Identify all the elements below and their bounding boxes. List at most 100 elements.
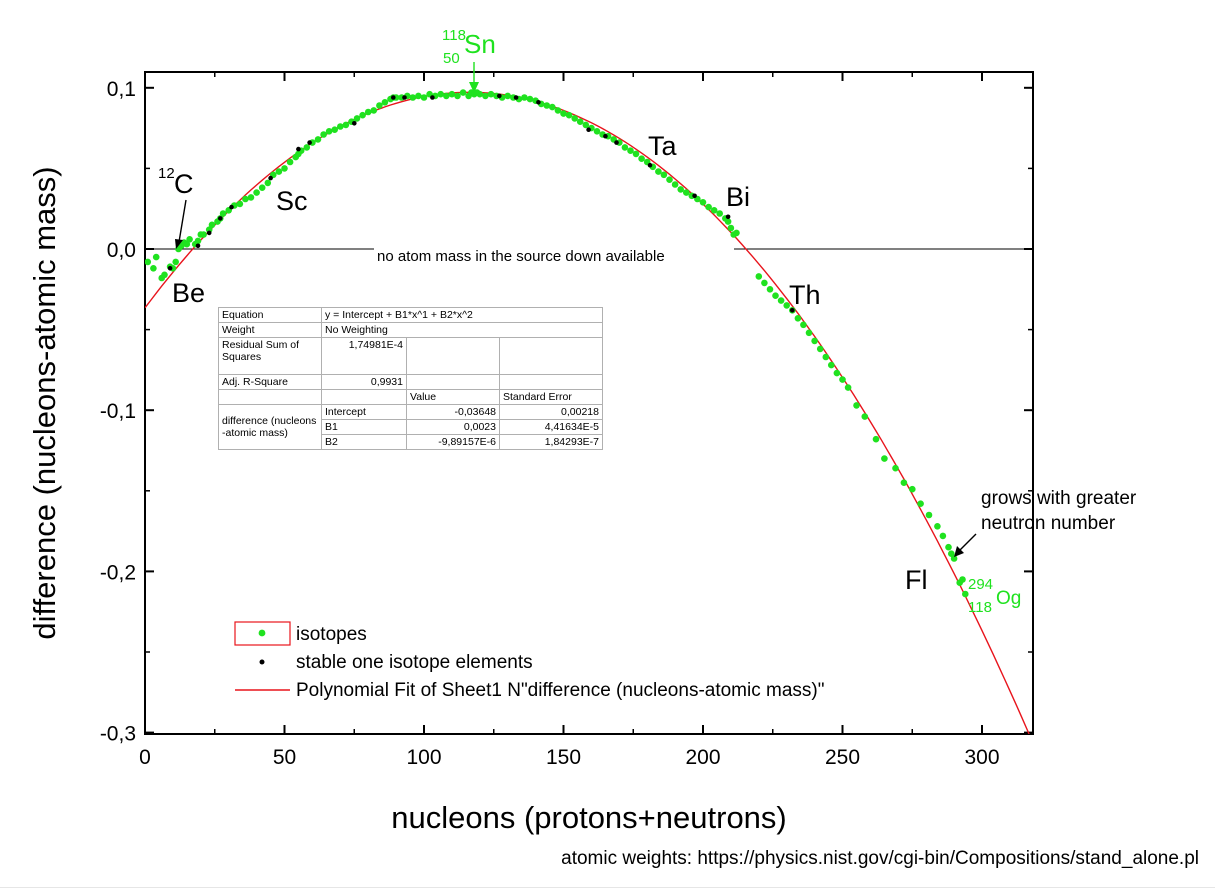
isotope-point	[152, 253, 160, 261]
isotope-point	[543, 102, 551, 109]
isotope-point	[925, 511, 933, 519]
isotope-point	[811, 337, 818, 345]
isotope-point	[370, 107, 378, 114]
isotope-point	[710, 207, 718, 214]
bottom-divider	[0, 887, 1215, 888]
isotope-point	[839, 376, 846, 383]
annotation-og-sub: 118	[968, 599, 992, 616]
isotope-point	[286, 158, 294, 166]
isotope-point	[376, 102, 383, 109]
isotope-point	[959, 576, 966, 583]
isotope-point	[364, 108, 372, 116]
isotope-point	[342, 121, 350, 129]
x-tick-label: 300	[964, 746, 999, 769]
isotope-point	[733, 229, 740, 237]
legend-stable-label: stable one isotope elements	[296, 652, 533, 673]
y-axis-label: difference (nucleons-atomic mass)	[27, 166, 62, 639]
isotope-point	[314, 136, 322, 143]
isotope-point	[766, 286, 774, 293]
x-tick-label: 100	[406, 746, 441, 769]
legend: isotopes stable one isotope elements Pol…	[234, 621, 824, 701]
isotope-point	[208, 221, 216, 229]
isotope-point	[816, 345, 824, 353]
stable-element-point	[402, 95, 407, 100]
isotope-point	[705, 203, 712, 211]
isotope-point	[554, 107, 562, 114]
stats-row-value: -0,03648	[406, 404, 500, 420]
isotope-point	[303, 144, 311, 151]
x-tick-label: 150	[546, 746, 581, 769]
isotope-point	[755, 273, 763, 280]
annotation-neutron-line-1: grows with greater	[981, 488, 1137, 509]
isotope-point	[281, 165, 288, 172]
fit-statistics-table: Equation y = Intercept + B1*x^1 + B2*x^2…	[218, 307, 603, 450]
stable-element-point	[725, 214, 731, 220]
isotope-point	[145, 258, 152, 266]
isotope-point	[459, 89, 467, 96]
isotope-point	[853, 402, 860, 409]
isotope-point	[219, 210, 227, 217]
stats-empty-cell	[218, 389, 322, 405]
isotope-point	[194, 237, 202, 245]
source-note: atomic weights: https://physics.nist.gov…	[561, 848, 1199, 869]
isotope-point	[881, 455, 888, 462]
isotope-point	[724, 218, 732, 225]
isotope-point	[660, 171, 668, 179]
annotation-c12-arrow	[178, 199, 187, 243]
annotation-sn-sub: 50	[443, 50, 460, 67]
stable-element-point	[352, 121, 357, 126]
isotope-point	[800, 321, 807, 329]
stable-element-point	[513, 95, 519, 100]
stats-rss-label: Residual Sum of Squares	[218, 337, 322, 375]
stable-element-point	[497, 93, 502, 99]
annotation-neutron-line-2: neutron number	[981, 513, 1116, 534]
annotation-ta: Ta	[648, 131, 678, 161]
isotope-point	[576, 118, 584, 125]
isotope-point	[161, 271, 168, 279]
stats-equation-value: y = Intercept + B1*x^1 + B2*x^2	[321, 307, 603, 323]
stats-r2-label: Adj. R-Square	[218, 374, 322, 390]
stats-empty-cell	[499, 374, 603, 390]
isotope-point	[900, 479, 908, 487]
annotation-sc: Sc	[276, 186, 308, 216]
annotation-neutron-arrow	[958, 533, 977, 552]
annotation-sn-arrowhead	[469, 82, 479, 93]
stable-element-point	[614, 140, 619, 145]
stable-element-point	[307, 140, 312, 145]
stable-element-point	[536, 100, 541, 105]
stats-r2-value: 0,9931	[321, 374, 407, 390]
isotope-point	[683, 189, 690, 196]
annotation-be: Be	[172, 278, 205, 308]
y-tick-label: 0,1	[107, 78, 136, 101]
y-tick-label: -0,1	[100, 400, 136, 423]
isotope-point	[950, 555, 958, 562]
y-tick-label: 0,0	[107, 239, 136, 262]
stable-element-point	[603, 133, 608, 139]
stats-equation-label: Equation	[218, 307, 322, 323]
isotope-point	[621, 144, 629, 151]
isotope-point	[582, 121, 590, 129]
x-tick-label: 250	[825, 746, 860, 769]
stats-row-value: 0,0023	[406, 419, 500, 435]
isotope-point	[150, 265, 157, 272]
isotope-point	[258, 184, 266, 191]
isotope-point	[939, 532, 947, 540]
isotope-point	[833, 369, 841, 377]
stable-element-point	[218, 216, 223, 221]
isotope-point	[172, 258, 179, 266]
stats-row-stderr: 4,41634E-5	[499, 419, 603, 435]
isotope-point	[822, 353, 830, 361]
isotope-point	[236, 200, 244, 208]
isotope-point	[909, 485, 916, 493]
isotope-point	[454, 92, 461, 100]
stats-row-stderr: 1,84293E-7	[499, 434, 603, 450]
x-axis-ticks: 0 50 100 150 200 250 300	[139, 72, 1000, 769]
isotope-point	[783, 302, 790, 309]
stable-element-point	[268, 175, 273, 181]
isotope-point	[917, 500, 924, 508]
isotope-point	[359, 111, 366, 119]
isotope-point	[381, 99, 389, 106]
legend-isotopes-marker	[258, 629, 266, 637]
isotope-point	[571, 115, 578, 122]
